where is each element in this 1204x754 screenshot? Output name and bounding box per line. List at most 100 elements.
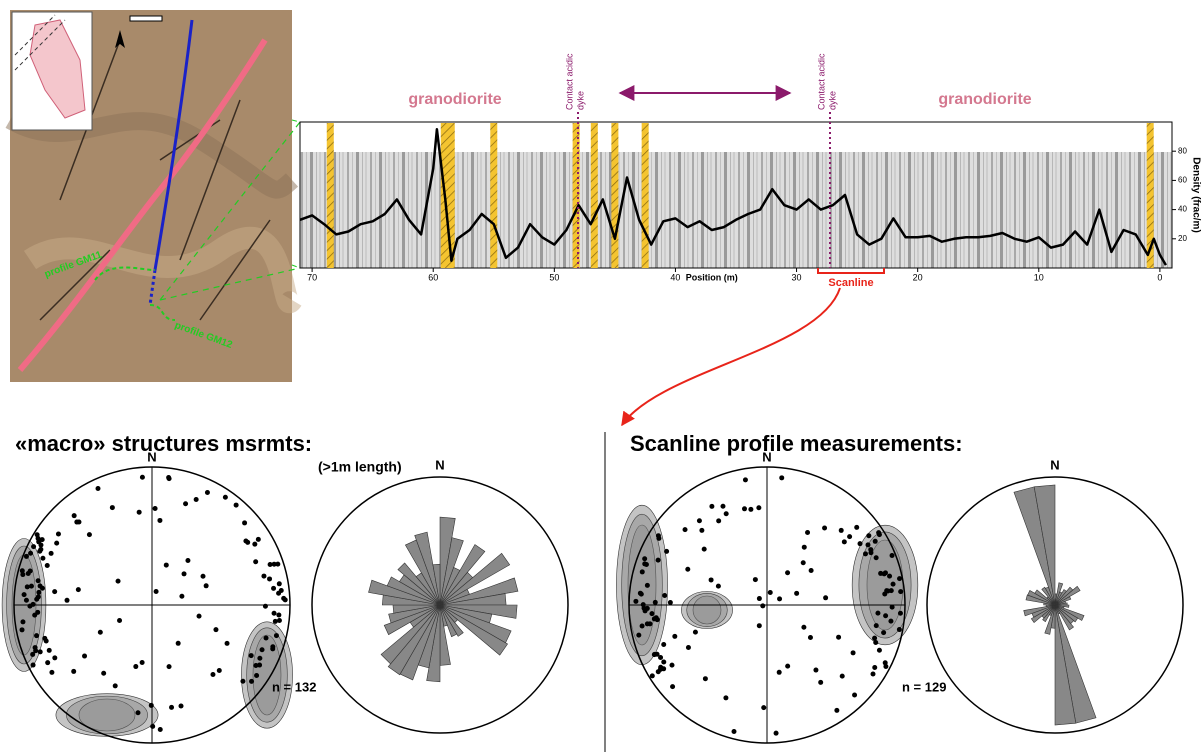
pole (139, 660, 145, 666)
pole (271, 610, 277, 616)
pole (150, 723, 156, 729)
pole (794, 590, 800, 596)
pole (19, 627, 25, 633)
pole (135, 710, 141, 716)
pole (896, 627, 902, 633)
contact-label: dyke (827, 91, 837, 110)
pole (216, 667, 222, 673)
dyke-band (1146, 123, 1154, 268)
pole (248, 653, 254, 659)
pole (723, 511, 729, 517)
pole (767, 590, 773, 596)
pole (20, 572, 26, 578)
pole (276, 618, 282, 624)
panel-title: Scanline profile measurements: (630, 431, 963, 456)
pole (838, 527, 844, 533)
rose-petal (1023, 604, 1056, 617)
dyke-band (490, 123, 498, 268)
contour (66, 695, 148, 735)
pole (709, 503, 715, 509)
pole (636, 632, 642, 638)
pole (682, 527, 688, 533)
contour (55, 693, 159, 737)
pole (883, 664, 889, 670)
pole (276, 581, 282, 587)
pole (872, 538, 878, 544)
y-tick-label: 80 (1178, 146, 1187, 155)
pole (857, 541, 863, 547)
pole (30, 651, 36, 657)
pole (882, 570, 888, 576)
contour (616, 504, 668, 666)
pole (692, 629, 698, 635)
pole (661, 642, 667, 648)
pole (839, 673, 845, 679)
pole (756, 623, 762, 629)
pole (720, 503, 726, 509)
pole (261, 573, 267, 579)
rose-petal (1033, 484, 1056, 606)
pole (696, 518, 702, 524)
pole (847, 534, 853, 540)
pole (876, 532, 882, 538)
pole (273, 633, 279, 639)
pole (157, 726, 163, 732)
pole (813, 667, 819, 673)
pole (897, 610, 903, 616)
x-tick-label: 60 (428, 272, 438, 282)
pole (669, 662, 675, 668)
pole (888, 618, 894, 624)
x-tick-label: 0 (1157, 272, 1162, 282)
pole (278, 587, 284, 593)
pole (175, 640, 181, 646)
pole (715, 583, 721, 589)
pole (836, 634, 842, 640)
pole (776, 669, 782, 675)
pole (36, 589, 42, 595)
pole (785, 570, 791, 576)
pole (23, 553, 29, 559)
contour (78, 698, 136, 732)
pole (35, 535, 41, 541)
pole (257, 662, 263, 668)
pole (818, 679, 824, 685)
pole (31, 544, 37, 550)
pole (873, 623, 879, 629)
pole (644, 582, 650, 588)
y-tick-label: 20 (1178, 234, 1187, 243)
pole (263, 635, 269, 641)
pole (163, 562, 169, 568)
pole (255, 536, 261, 542)
pole (841, 539, 847, 545)
pole (52, 655, 58, 661)
pole (276, 612, 282, 618)
blue-profile (153, 19, 194, 271)
contour (692, 595, 722, 625)
pole (868, 547, 874, 553)
pole (723, 695, 729, 701)
pole (889, 553, 895, 559)
pole (873, 555, 879, 561)
pole (662, 593, 668, 599)
x-axis-label: Position (m) (686, 272, 738, 282)
pole (33, 648, 39, 654)
rose-petal (380, 604, 441, 665)
y-tick-label: 40 (1178, 205, 1187, 214)
rose-petal (439, 604, 508, 656)
pole (179, 593, 185, 599)
dyke-band (440, 123, 455, 268)
contact-label: dyke (575, 91, 585, 110)
pole (240, 678, 246, 684)
pole (655, 557, 661, 563)
pole (259, 647, 265, 653)
pole (270, 646, 276, 652)
pole (43, 638, 49, 644)
pole (642, 561, 648, 567)
pole (701, 546, 707, 552)
pole (181, 571, 187, 577)
pole (76, 519, 82, 525)
pole (834, 707, 840, 713)
pole (64, 597, 70, 603)
x-tick-label: 50 (549, 272, 559, 282)
pole (667, 600, 673, 606)
